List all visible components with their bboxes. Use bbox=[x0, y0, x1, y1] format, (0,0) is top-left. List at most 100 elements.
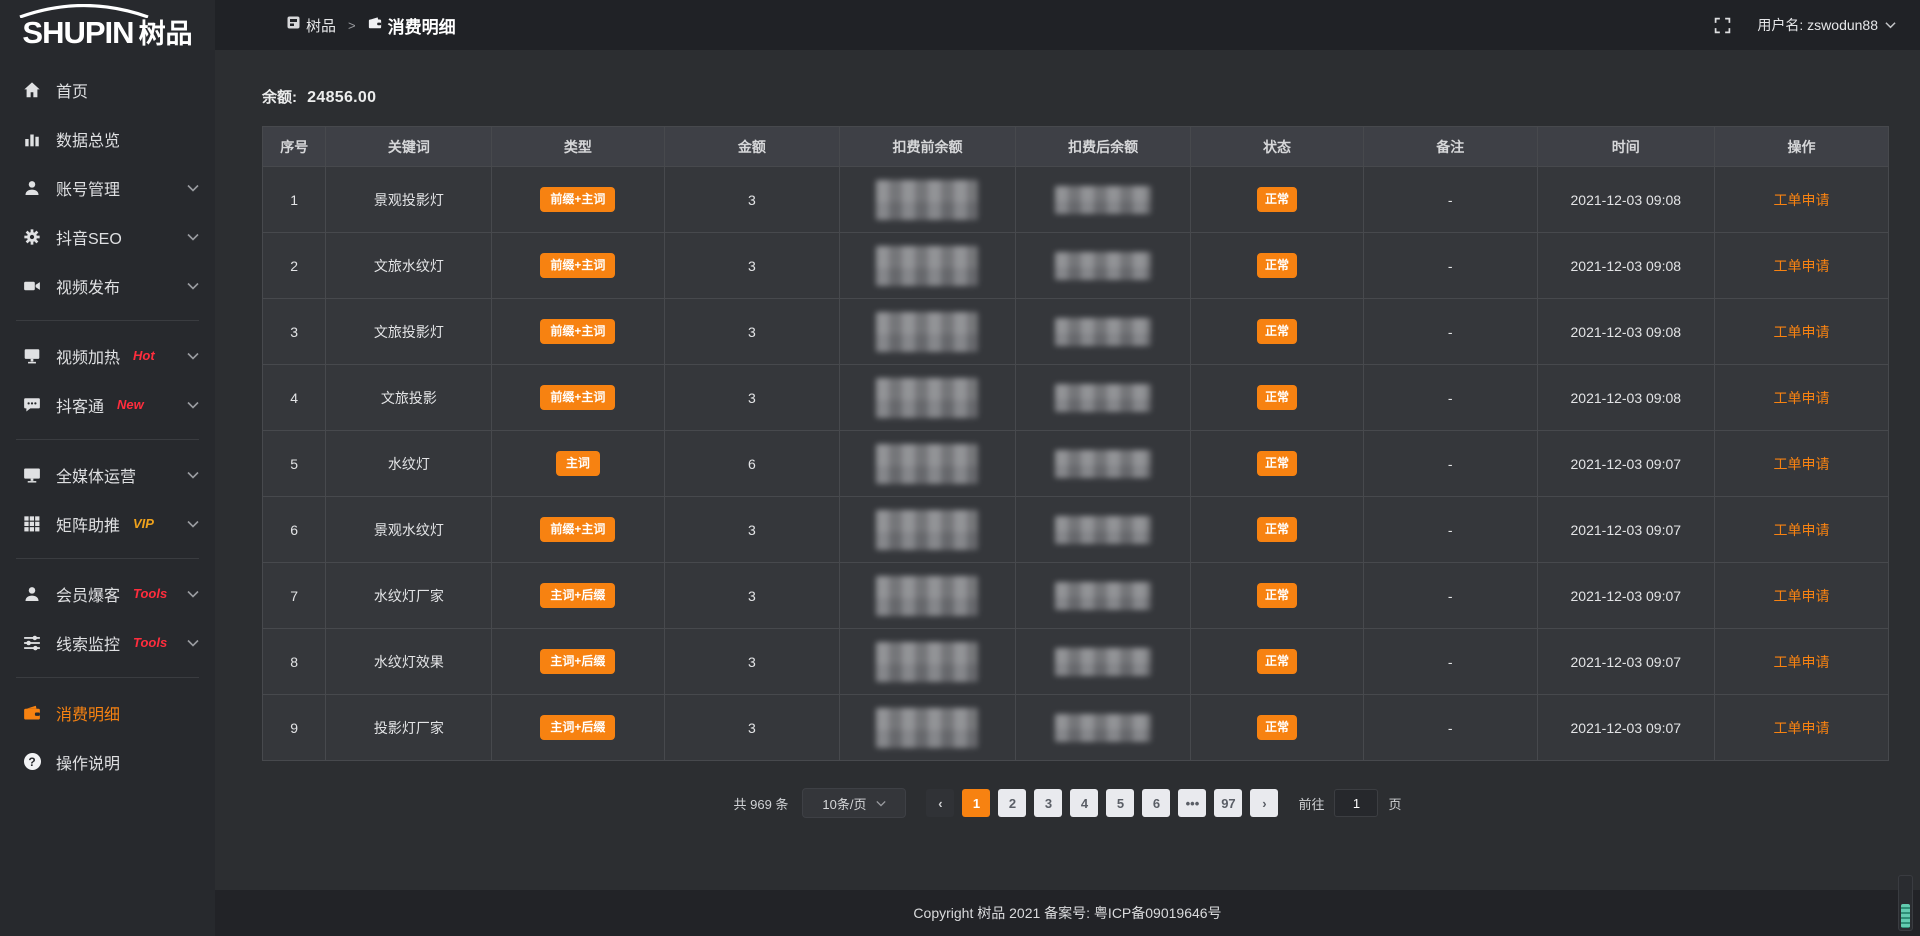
cell-status: 正常 bbox=[1190, 496, 1364, 563]
work-order-link[interactable]: 工单申请 bbox=[1773, 587, 1830, 604]
cell-index: 7 bbox=[261, 562, 327, 629]
cell-balance-after bbox=[1014, 232, 1192, 299]
sidebar-item-抖音SEO[interactable]: 抖音SEO bbox=[0, 212, 215, 261]
main-content: 余额: 24856.00 序号 关键词 类型 金额 扣费前余额 扣费后余额 状态 备注 时间 操作… bbox=[215, 50, 1920, 890]
sidebar-item-首页[interactable]: 首页 bbox=[0, 65, 215, 114]
pagination-page-2[interactable]: 2 bbox=[998, 789, 1027, 817]
pagination-next-button[interactable]: › bbox=[1250, 789, 1279, 817]
breadcrumb: 树品 > 消费明细 bbox=[287, 13, 456, 38]
cell-keyword: 水纹灯效果 bbox=[325, 628, 493, 695]
user-menu[interactable]: 用户名: zswodun88 bbox=[1757, 15, 1896, 35]
censored-balance-before bbox=[876, 377, 979, 418]
copyright-text: Copyright 树品 2021 备案号: 粤ICP备09019646号 bbox=[913, 905, 1222, 921]
chevron-down-icon bbox=[187, 471, 199, 479]
column-header-金额: 金额 bbox=[663, 126, 841, 167]
cell-balance-before bbox=[839, 694, 1016, 761]
status-badge: 正常 bbox=[1257, 517, 1298, 542]
censored-balance-before bbox=[876, 443, 979, 484]
sidebar-item-消费明细[interactable]: 消费明细 bbox=[0, 688, 215, 737]
cell-type: 前缀+主词 bbox=[491, 232, 665, 299]
cell-balance-before bbox=[839, 364, 1016, 431]
cell-index: 3 bbox=[261, 298, 327, 365]
jump-page-input[interactable] bbox=[1334, 789, 1379, 817]
cell-remark: - bbox=[1362, 298, 1538, 365]
sidebar-item-tag: Tools bbox=[133, 635, 168, 650]
work-order-link[interactable]: 工单申请 bbox=[1773, 389, 1830, 406]
cell-status: 正常 bbox=[1190, 364, 1364, 431]
logo-text-en: SHUPIN bbox=[22, 15, 134, 50]
sidebar-item-操作说明[interactable]: ? 操作说明 bbox=[0, 737, 215, 786]
cell-balance-after bbox=[1014, 430, 1192, 497]
cell-amount: 3 bbox=[663, 166, 841, 233]
pagination-ellipsis-button[interactable]: ••• bbox=[1178, 789, 1207, 817]
fullscreen-icon[interactable] bbox=[1714, 17, 1731, 34]
breadcrumb-item-shupin[interactable]: 树品 bbox=[287, 15, 336, 36]
cell-amount: 3 bbox=[663, 298, 841, 365]
cell-type: 前缀+主词 bbox=[491, 298, 665, 365]
sidebar-item-视频加热[interactable]: 视频加热 Hot bbox=[0, 331, 215, 380]
sidebar-item-label: 视频加热 bbox=[56, 349, 121, 367]
sidebar-item-抖客通[interactable]: 抖客通 New bbox=[0, 380, 215, 429]
cell-time: 2021-12-03 09:08 bbox=[1536, 232, 1715, 299]
sidebar-item-会员爆客[interactable]: 会员爆客 Tools bbox=[0, 569, 215, 618]
censored-balance-before bbox=[876, 575, 979, 616]
cell-type: 前缀+主词 bbox=[491, 364, 665, 431]
sidebar-item-label: 首页 bbox=[56, 83, 89, 101]
table-row: 7 水纹灯厂家 主词+后缀 3 正常 -2021-12-03 09:07 工单申请 bbox=[261, 562, 1890, 629]
cell-amount: 3 bbox=[663, 562, 841, 629]
breadcrumb-label: 消费明细 bbox=[387, 17, 456, 37]
pagination-page-5[interactable]: 5 bbox=[1106, 789, 1135, 817]
pagination-prev-button[interactable]: ‹ bbox=[926, 789, 955, 817]
logo-text-cn: 树品 bbox=[138, 18, 193, 49]
pagination-pages: 1 2 3 4 5 6 ••• 97 bbox=[958, 789, 1246, 817]
cell-keyword: 景观投影灯 bbox=[325, 166, 493, 233]
type-badge: 前缀+主词 bbox=[540, 385, 616, 410]
pagination-page-6[interactable]: 6 bbox=[1142, 789, 1171, 817]
sidebar-item-账号管理[interactable]: 账号管理 bbox=[0, 163, 215, 212]
user-icon bbox=[22, 178, 42, 198]
work-order-link[interactable]: 工单申请 bbox=[1773, 719, 1830, 736]
breadcrumb-item-consumption[interactable]: 消费明细 bbox=[368, 13, 456, 38]
work-order-link[interactable]: 工单申请 bbox=[1773, 323, 1830, 340]
status-badge: 正常 bbox=[1257, 319, 1298, 344]
work-order-link[interactable]: 工单申请 bbox=[1773, 521, 1830, 538]
sidebar-item-数据总览[interactable]: 数据总览 bbox=[0, 114, 215, 163]
cell-status: 正常 bbox=[1190, 430, 1364, 497]
cell-keyword: 文旅投影 bbox=[325, 364, 493, 431]
sidebar-item-视频发布[interactable]: 视频发布 bbox=[0, 261, 215, 310]
cell-balance-before bbox=[839, 496, 1016, 563]
chevron-down-icon bbox=[187, 282, 199, 290]
sidebar-item-全媒体运营[interactable]: 全媒体运营 bbox=[0, 450, 215, 499]
chevron-down-icon bbox=[187, 520, 199, 528]
work-order-link[interactable]: 工单申请 bbox=[1773, 191, 1830, 208]
cell-balance-before bbox=[839, 562, 1016, 629]
pagination-page-4[interactable]: 4 bbox=[1070, 789, 1099, 817]
chevron-down-icon bbox=[187, 233, 199, 241]
cell-amount: 3 bbox=[663, 628, 841, 695]
cell-remark: - bbox=[1362, 430, 1538, 497]
topbar-right: 用户名: zswodun88 bbox=[1714, 15, 1896, 35]
work-order-link[interactable]: 工单申请 bbox=[1773, 455, 1830, 472]
status-badge: 正常 bbox=[1257, 253, 1298, 278]
type-badge: 前缀+主词 bbox=[540, 319, 616, 344]
work-order-link[interactable]: 工单申请 bbox=[1773, 653, 1830, 670]
cell-type: 主词 bbox=[491, 430, 665, 497]
cell-action: 工单申请 bbox=[1713, 562, 1890, 629]
breadcrumb-label: 树品 bbox=[306, 17, 337, 35]
pagination-page-1[interactable]: 1 bbox=[962, 789, 991, 817]
cell-index: 5 bbox=[261, 430, 327, 497]
censored-balance-after bbox=[1055, 317, 1152, 346]
type-badge: 前缀+主词 bbox=[540, 187, 616, 212]
sidebar-item-矩阵助推[interactable]: 矩阵助推 VIP bbox=[0, 499, 215, 548]
page-size-select[interactable]: 10条/页 bbox=[802, 788, 907, 818]
table-body: 1 景观投影灯 前缀+主词 3 正常 -2021-12-03 09:08 工单申请 2 文旅水纹… bbox=[261, 166, 1890, 761]
column-header-类型: 类型 bbox=[491, 126, 665, 167]
censored-balance-after bbox=[1055, 647, 1152, 676]
cell-status: 正常 bbox=[1190, 694, 1364, 761]
type-badge: 前缀+主词 bbox=[540, 253, 616, 278]
work-order-link[interactable]: 工单申请 bbox=[1773, 257, 1830, 274]
pagination-page-3[interactable]: 3 bbox=[1034, 789, 1063, 817]
pagination-page-97[interactable]: 97 bbox=[1214, 789, 1243, 817]
sidebar-item-线索监控[interactable]: 线索监控 Tools bbox=[0, 618, 215, 667]
table-row: 6 景观水纹灯 前缀+主词 3 正常 -2021-12-03 09:07 工单申请 bbox=[261, 496, 1890, 563]
